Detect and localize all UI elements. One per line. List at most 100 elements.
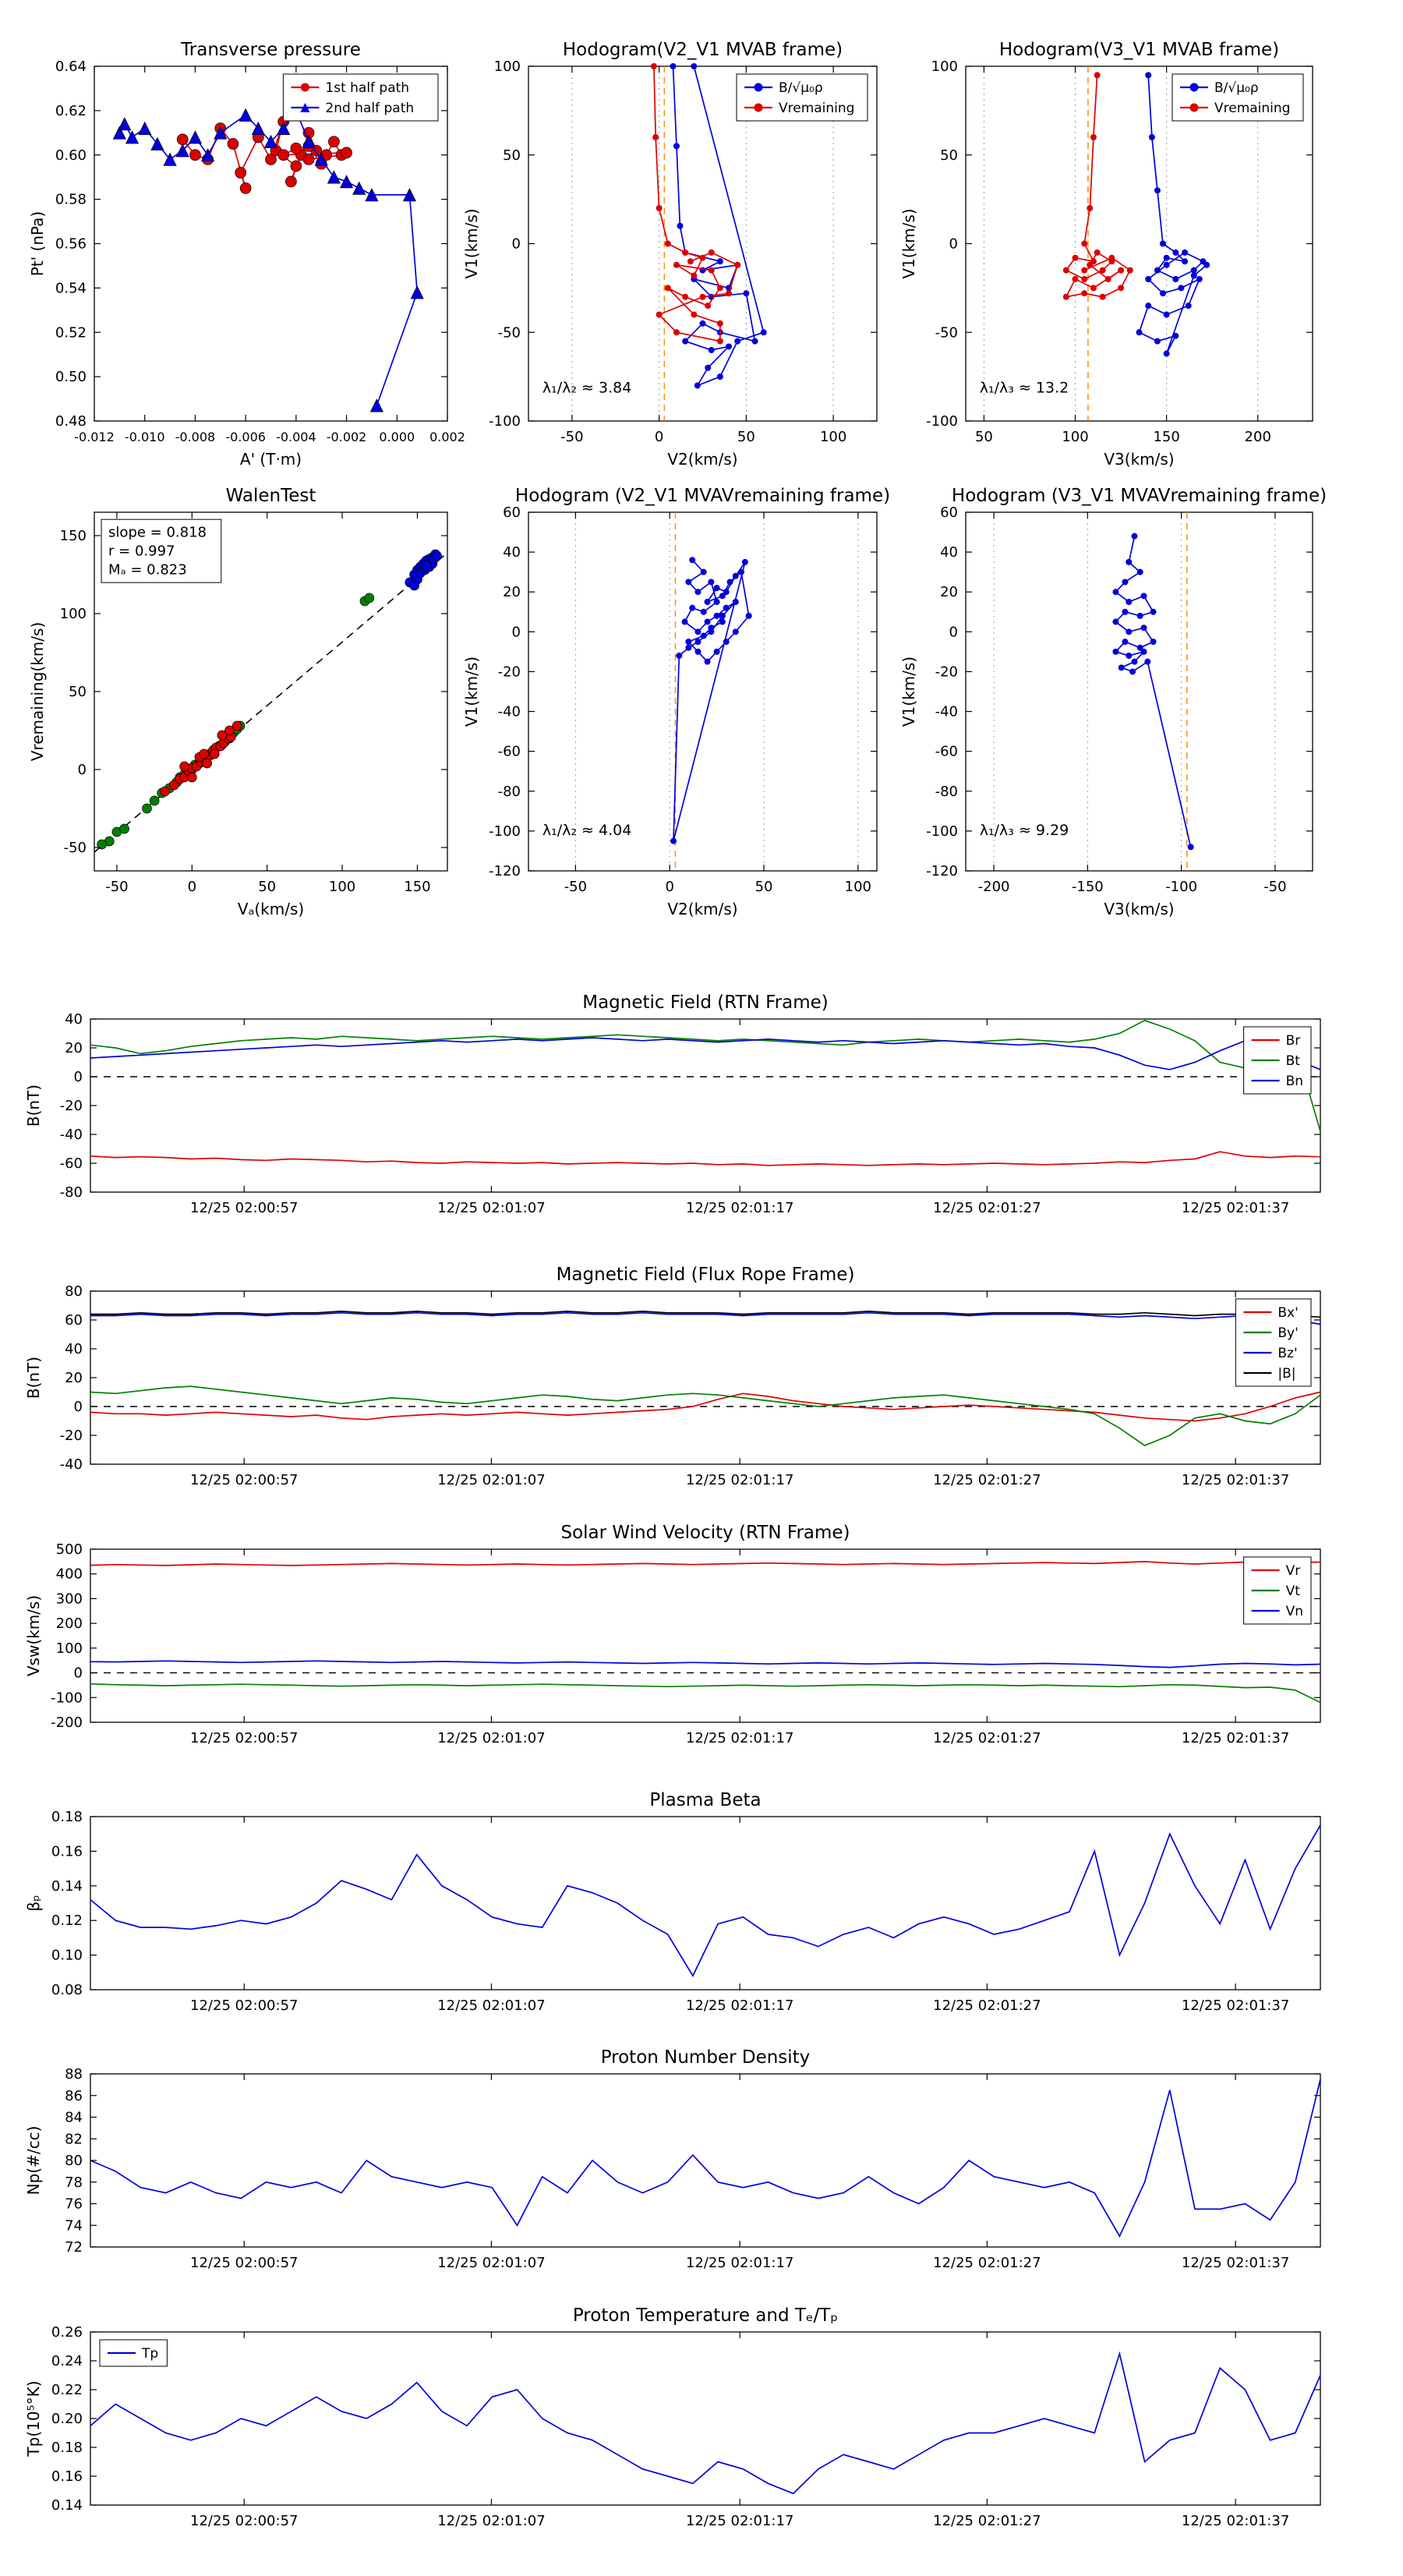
marker-Vremaining (1087, 261, 1094, 268)
y-tick-label: 0 (78, 762, 87, 778)
x-axis-label: A' (T·m) (240, 450, 302, 469)
axes-frame (90, 1290, 1321, 1465)
marker-2 (199, 748, 210, 759)
panel-title: Magnetic Field (Flux Rope Frame) (557, 1265, 855, 1285)
x-tick-label: 12/25 02:01:37 (1182, 1997, 1289, 2014)
marker-0 (732, 628, 739, 635)
marker-3 (421, 560, 432, 571)
legend-box (1235, 1298, 1312, 1387)
panel-title: Magnetic Field (RTN Frame) (582, 993, 829, 1013)
y-tick-label: -40 (935, 704, 958, 720)
y-tick-label: 20 (65, 1370, 83, 1386)
x-tick-label: 100 (820, 429, 846, 445)
marker-Vremaining (1118, 285, 1125, 292)
marker-Vremaining (673, 261, 680, 268)
y-tick-label: -40 (60, 1456, 83, 1473)
marker-2 (168, 780, 179, 791)
marker-Vremaining (1081, 290, 1088, 297)
legend-label: Vn (1286, 1604, 1303, 1619)
marker-B/√μ₀ρ (716, 373, 723, 380)
marker-2nd half path (201, 147, 215, 162)
marker-0 (1112, 618, 1119, 625)
legend: Tp (99, 2339, 168, 2367)
y-tick-label: 0 (74, 1665, 83, 1682)
marker-Vremaining (1062, 267, 1069, 274)
marker-B/√μ₀ρ (1136, 329, 1143, 336)
x-tick-label: 12/25 02:00:57 (190, 1997, 298, 2014)
marker-1st half path (189, 149, 201, 161)
marker-2nd half path (163, 152, 177, 166)
marker-1 (142, 803, 152, 814)
legend-marker (1189, 83, 1199, 92)
marker-0 (1150, 639, 1157, 646)
y-tick-label: -60 (498, 744, 521, 760)
marker-B/√μ₀ρ (743, 290, 750, 297)
marker-0 (719, 618, 726, 625)
x-tick-label: 12/25 02:01:07 (437, 1730, 545, 1746)
marker-1st half path (290, 142, 302, 154)
marker-0 (1129, 668, 1136, 675)
marker-0 (1118, 664, 1125, 671)
legend: 1st half path 2nd half path (282, 73, 439, 122)
marker-Vremaining (1094, 72, 1101, 79)
marker-0 (1140, 625, 1147, 632)
legend-label: Bz' (1278, 1346, 1297, 1361)
marker-B/√μ₀ρ (708, 347, 715, 353)
y-axis-label: V1(km/s) (462, 656, 481, 727)
y-axis-label: V1(km/s) (899, 208, 918, 278)
marker-0 (713, 585, 720, 592)
annotation: λ₁/λ₂ ≈ 4.04 (542, 822, 631, 839)
marker-Vremaining (664, 285, 671, 292)
y-tick-label: 82 (65, 2131, 83, 2147)
marker-2 (202, 758, 212, 769)
legend-marker (1189, 103, 1199, 112)
marker-2nd half path (214, 126, 228, 140)
marker-2nd half path (314, 152, 328, 166)
marker-1st half path (265, 154, 277, 165)
marker-1st half path (341, 147, 352, 159)
marker-2nd half path (402, 188, 417, 202)
y-tick-label: -100 (51, 1690, 83, 1706)
x-axis-label: V3(km/s) (1104, 900, 1174, 918)
x-tick-label: 200 (1245, 429, 1271, 445)
marker-0 (704, 618, 711, 625)
x-tick-label: 100 (329, 879, 355, 895)
marker-Vremaining (664, 240, 671, 247)
legend-label: Bx' (1278, 1305, 1298, 1321)
marker-Vremaining (708, 267, 715, 274)
y-tick-label: 0 (74, 1069, 83, 1085)
marker-2nd half path (150, 136, 164, 150)
y-tick-label: 40 (940, 544, 958, 561)
y-tick-label: -40 (60, 1127, 83, 1143)
y-tick-label: 0.52 (55, 324, 87, 341)
legend-label: Vt (1286, 1583, 1301, 1599)
y-tick-label: -80 (60, 1184, 83, 1201)
annotation: λ₁/λ₂ ≈ 3.84 (542, 380, 631, 397)
marker-0 (1126, 599, 1133, 605)
marker-B/√μ₀ρ (1148, 134, 1155, 140)
x-tick-label: 12/25 02:01:17 (686, 2513, 793, 2529)
x-tick-label: 12/25 02:00:57 (190, 2513, 298, 2529)
y-tick-label: 0 (949, 624, 958, 640)
marker-0 (732, 599, 739, 605)
marker-0 (1112, 648, 1119, 655)
marker-B/√μ₀ρ (1178, 285, 1185, 292)
legend-label: Vremaining (1214, 101, 1290, 116)
marker-B/√μ₀ρ (1154, 338, 1161, 345)
x-tick-label: 12/25 02:01:17 (686, 2255, 793, 2271)
axes-frame (528, 65, 878, 422)
marker-1st half path (328, 136, 340, 148)
x-tick-label: 100 (845, 879, 871, 895)
marker-2nd half path (327, 170, 341, 184)
y-tick-label: -60 (60, 1155, 83, 1172)
panel-magnetic-field-rtn: 12/25 02:00:57 12/25 02:01:07 12/25 02:01:… (24, 993, 1321, 1216)
marker-1st half path (227, 138, 239, 150)
legend-label: Vr (1286, 1563, 1301, 1579)
x-tick-label: 12/25 02:01:27 (933, 1472, 1041, 1488)
marker-0 (694, 628, 702, 635)
legend: Br Bt Bn (1243, 1026, 1312, 1095)
y-tick-label: -100 (926, 413, 958, 430)
marker-Vremaining (708, 249, 715, 256)
marker-0 (1122, 639, 1129, 646)
